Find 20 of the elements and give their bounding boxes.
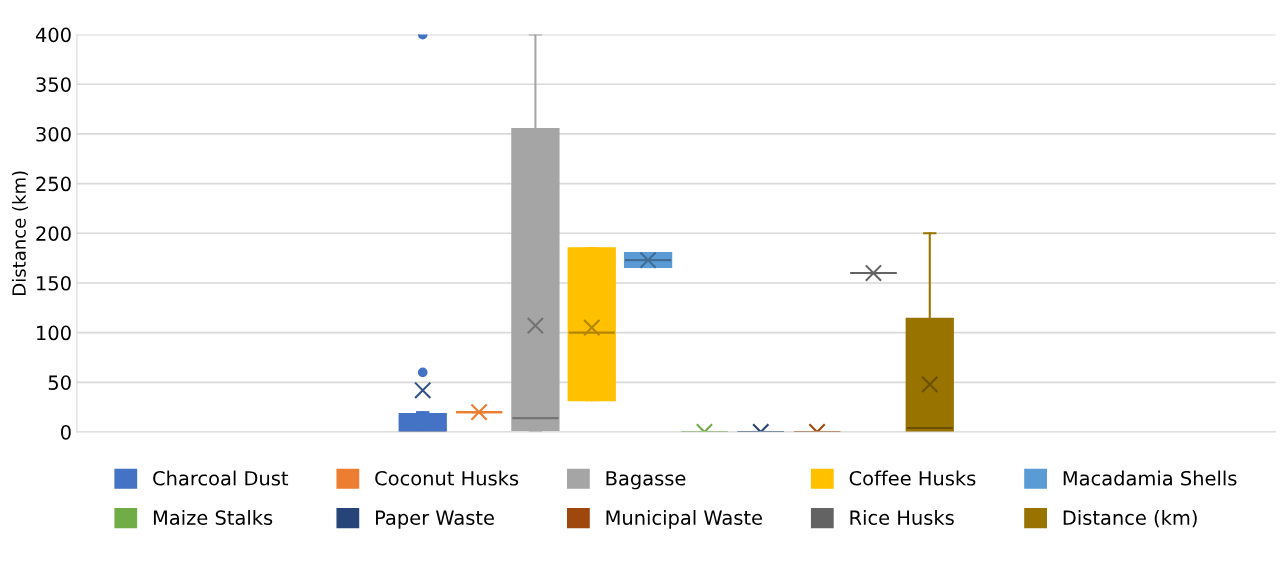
y-tick-label: 350 xyxy=(36,77,71,92)
y-tick-label: 400 xyxy=(35,27,71,43)
legend-label: Paper Waste xyxy=(376,510,494,529)
legend-label: Maize Stalks xyxy=(153,509,273,526)
legend-label: Coconut Husks xyxy=(375,470,519,486)
legend-label: Coffee Husks xyxy=(849,470,976,486)
legend-label: Bagasse xyxy=(606,471,686,490)
y-tick-label: 50 xyxy=(48,375,71,390)
y-tick-label: 200 xyxy=(36,226,71,241)
y-axis-title: Distance (km) xyxy=(11,171,29,295)
legend-label: Distance (km) xyxy=(1063,509,1197,528)
legend-label: Macadamia Shells xyxy=(1063,470,1237,486)
legend-label: Municipal Waste xyxy=(606,509,762,529)
y-tick-label: 0 xyxy=(60,424,71,440)
legend-label: Rice Husks xyxy=(850,509,954,526)
y-tick-label: 250 xyxy=(36,176,71,192)
y-tick-label: 100 xyxy=(37,325,71,341)
y-tick-label: 150 xyxy=(37,275,71,291)
y-tick-label: 300 xyxy=(36,126,71,142)
legend-label: Charcoal Dust xyxy=(153,470,289,486)
